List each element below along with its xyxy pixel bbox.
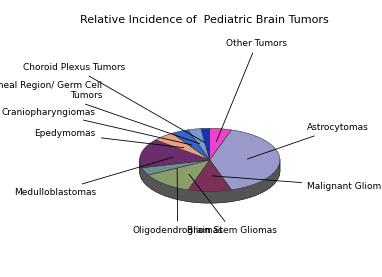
Polygon shape <box>210 160 231 202</box>
Polygon shape <box>204 191 208 203</box>
Polygon shape <box>158 181 160 194</box>
Polygon shape <box>277 167 278 181</box>
Polygon shape <box>142 160 210 179</box>
Polygon shape <box>160 182 163 195</box>
Polygon shape <box>148 160 210 187</box>
Text: Choroid Plexus Tumors: Choroid Plexus Tumors <box>23 63 205 143</box>
Polygon shape <box>173 187 177 199</box>
Polygon shape <box>278 164 279 178</box>
Polygon shape <box>188 160 210 202</box>
Polygon shape <box>279 162 280 176</box>
Polygon shape <box>228 190 231 202</box>
Polygon shape <box>274 171 276 184</box>
Polygon shape <box>210 128 231 160</box>
Polygon shape <box>267 177 269 190</box>
Polygon shape <box>188 129 210 160</box>
Polygon shape <box>231 189 235 202</box>
Polygon shape <box>188 160 231 191</box>
Polygon shape <box>210 160 231 202</box>
Polygon shape <box>188 160 210 202</box>
Polygon shape <box>273 172 274 185</box>
Polygon shape <box>269 175 271 188</box>
Text: Craniopharyngiomas: Craniopharyngiomas <box>2 108 192 145</box>
Polygon shape <box>201 128 210 160</box>
Polygon shape <box>140 140 210 168</box>
Polygon shape <box>148 160 210 190</box>
Polygon shape <box>248 185 251 198</box>
Polygon shape <box>146 173 148 187</box>
Ellipse shape <box>140 140 280 203</box>
Polygon shape <box>271 174 273 187</box>
Text: Brain Stem Gliomas: Brain Stem Gliomas <box>187 174 277 235</box>
Polygon shape <box>156 133 210 160</box>
Text: Medulloblastomas: Medulloblastomas <box>14 157 173 196</box>
Polygon shape <box>140 164 141 178</box>
Polygon shape <box>242 187 245 200</box>
Title: Relative Incidence of  Pediatric Brain Tumors: Relative Incidence of Pediatric Brain Tu… <box>81 15 329 25</box>
Polygon shape <box>208 191 212 203</box>
Polygon shape <box>163 184 167 196</box>
Polygon shape <box>167 185 170 198</box>
Polygon shape <box>184 189 188 202</box>
Polygon shape <box>170 186 173 199</box>
Polygon shape <box>141 166 142 179</box>
Polygon shape <box>155 180 158 193</box>
Polygon shape <box>254 183 257 196</box>
Polygon shape <box>142 160 210 179</box>
Text: Pineal Region/ Germ Cell
Tumors: Pineal Region/ Germ Cell Tumors <box>0 81 199 143</box>
Text: Other Tumors: Other Tumors <box>216 39 287 142</box>
Polygon shape <box>177 188 181 200</box>
Polygon shape <box>181 189 184 201</box>
Polygon shape <box>260 181 262 194</box>
Polygon shape <box>142 168 144 182</box>
Polygon shape <box>200 191 204 203</box>
Polygon shape <box>220 191 224 203</box>
Polygon shape <box>142 160 210 175</box>
Polygon shape <box>196 191 200 203</box>
Polygon shape <box>216 191 220 203</box>
Polygon shape <box>257 182 260 195</box>
Polygon shape <box>262 179 265 193</box>
Polygon shape <box>238 188 242 200</box>
Polygon shape <box>276 169 277 182</box>
Polygon shape <box>144 170 146 184</box>
Polygon shape <box>148 175 151 188</box>
Text: Malignant Gliomas: Malignant Gliomas <box>212 176 382 191</box>
Polygon shape <box>153 178 155 191</box>
Text: Epedymomas: Epedymomas <box>34 129 184 148</box>
Polygon shape <box>188 190 192 202</box>
Polygon shape <box>151 177 153 190</box>
Polygon shape <box>148 160 210 187</box>
Polygon shape <box>245 186 248 199</box>
Polygon shape <box>235 189 238 201</box>
Polygon shape <box>210 130 280 190</box>
Polygon shape <box>265 178 267 191</box>
Text: Astrocytomas: Astrocytomas <box>248 123 369 159</box>
Polygon shape <box>251 184 254 197</box>
Polygon shape <box>224 190 228 202</box>
Polygon shape <box>192 190 196 202</box>
Polygon shape <box>212 191 216 203</box>
Polygon shape <box>172 130 210 160</box>
Text: Oligodendrogliomas: Oligodendrogliomas <box>132 168 223 235</box>
